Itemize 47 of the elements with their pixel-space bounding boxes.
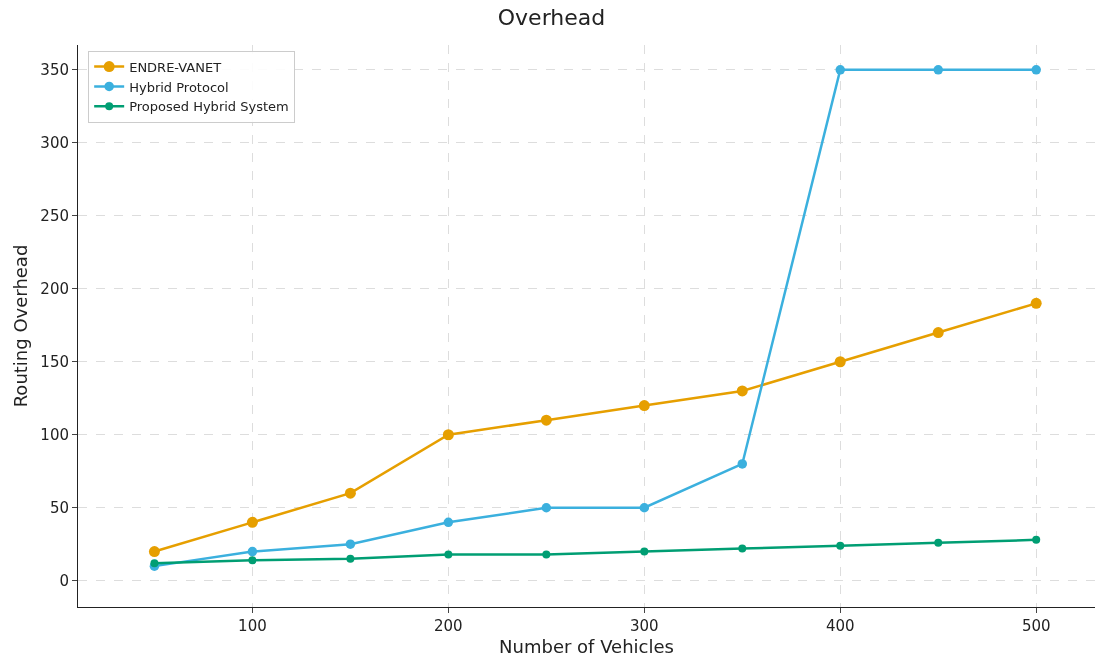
point (248, 556, 257, 565)
point (737, 459, 748, 469)
point (442, 429, 454, 441)
point (736, 385, 748, 397)
point (932, 327, 944, 339)
y-tick-label: 350 (40, 61, 69, 80)
point (541, 502, 552, 513)
legend-label: Proposed Hybrid System (129, 99, 289, 115)
y-tick-label: 300 (40, 134, 69, 153)
y-tick-label: 50 (49, 498, 69, 517)
point (834, 356, 846, 368)
legend-label: Hybrid Protocol (129, 79, 229, 95)
x-axis-title: Number of Vehicles (499, 636, 674, 658)
x-tick-label: 400 (825, 617, 855, 635)
y-axis-title: Routing Overhead (9, 244, 31, 408)
point (345, 539, 356, 549)
x-tick-label: 200 (434, 617, 463, 635)
point (542, 550, 551, 559)
y-tick-label: 200 (40, 280, 69, 299)
point (638, 400, 650, 412)
point (443, 517, 454, 528)
point (148, 546, 160, 558)
point (247, 546, 258, 557)
point (444, 550, 453, 559)
point (540, 414, 552, 426)
point (1031, 65, 1041, 75)
x-tick-label: 500 (1021, 617, 1051, 635)
y-tick-label: 150 (40, 353, 69, 372)
point (346, 554, 355, 563)
chart-title: Overhead (497, 5, 606, 31)
legend-label: ENDRE-VANET (129, 59, 222, 75)
point (933, 65, 943, 75)
point (344, 487, 356, 499)
y-tick-label: 100 (40, 426, 69, 444)
point (835, 65, 846, 75)
y-tick-label: 250 (40, 207, 69, 226)
point (934, 538, 943, 547)
point (246, 516, 258, 528)
x-tick-label: 300 (629, 617, 659, 635)
point (1032, 535, 1041, 544)
point (1030, 297, 1042, 309)
point (639, 502, 650, 513)
point (738, 544, 747, 553)
point (640, 547, 649, 556)
y-tick-label: 0 (59, 571, 69, 590)
point (836, 541, 845, 550)
x-tick-label: 100 (238, 617, 267, 635)
